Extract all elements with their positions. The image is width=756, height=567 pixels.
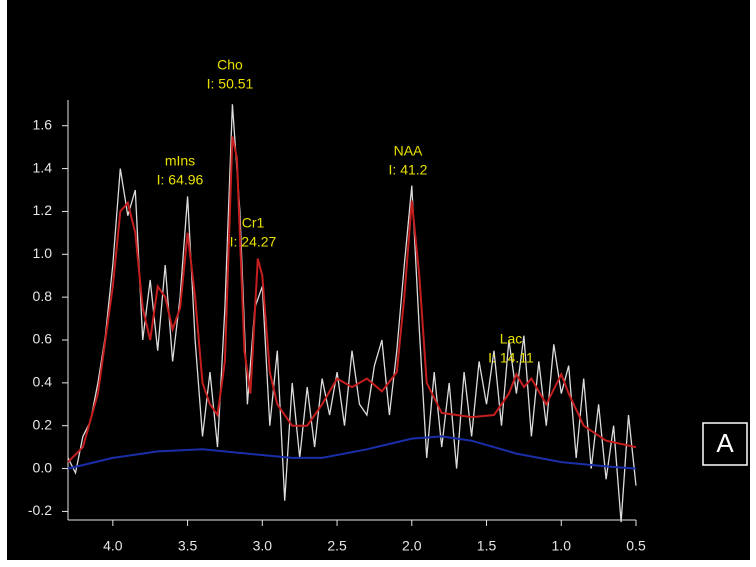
annotation-value: I: 14.11 bbox=[488, 350, 534, 366]
x-tick-label: 0.5 bbox=[626, 538, 646, 554]
y-tick-label: 0.4 bbox=[33, 374, 53, 390]
y-tick-label: 0.8 bbox=[33, 288, 53, 304]
annotation-name: Lac bbox=[500, 331, 523, 347]
x-tick-label: 3.0 bbox=[253, 538, 273, 554]
y-tick-label: -0.2 bbox=[28, 502, 52, 518]
x-tick-label: 2.0 bbox=[402, 538, 422, 554]
y-tick-label: 0.6 bbox=[33, 331, 53, 347]
annotation-value: I: 41.2 bbox=[389, 162, 428, 178]
panel-label-box bbox=[702, 422, 748, 466]
y-tick-label: 1.2 bbox=[33, 202, 53, 218]
annotation-value: I: 64.96 bbox=[157, 172, 204, 188]
series-line bbox=[67, 136, 637, 463]
plot-background bbox=[7, 0, 750, 560]
x-tick-label: 1.5 bbox=[477, 538, 497, 554]
x-tick-label: 2.5 bbox=[327, 538, 347, 554]
annotation-name: mIns bbox=[165, 153, 195, 169]
annotation-name: Cr1 bbox=[242, 215, 265, 231]
y-tick-label: 1.0 bbox=[33, 245, 53, 261]
annotation-name: NAA bbox=[394, 143, 423, 159]
y-tick-label: 1.4 bbox=[33, 159, 53, 175]
panel-label: A bbox=[716, 428, 734, 458]
y-tick-label: 1.6 bbox=[33, 116, 53, 132]
y-tick-label: 0.2 bbox=[33, 416, 53, 432]
annotation-value: I: 50.51 bbox=[207, 76, 254, 92]
y-tick-label: 0.0 bbox=[33, 459, 53, 475]
series-line bbox=[67, 435, 637, 470]
annotation-name: Cho bbox=[217, 57, 243, 73]
annotation-value: I: 24.27 bbox=[230, 234, 277, 250]
x-tick-label: 4.0 bbox=[103, 538, 123, 554]
x-tick-label: 1.0 bbox=[552, 538, 572, 554]
x-tick-label: 3.5 bbox=[178, 538, 198, 554]
